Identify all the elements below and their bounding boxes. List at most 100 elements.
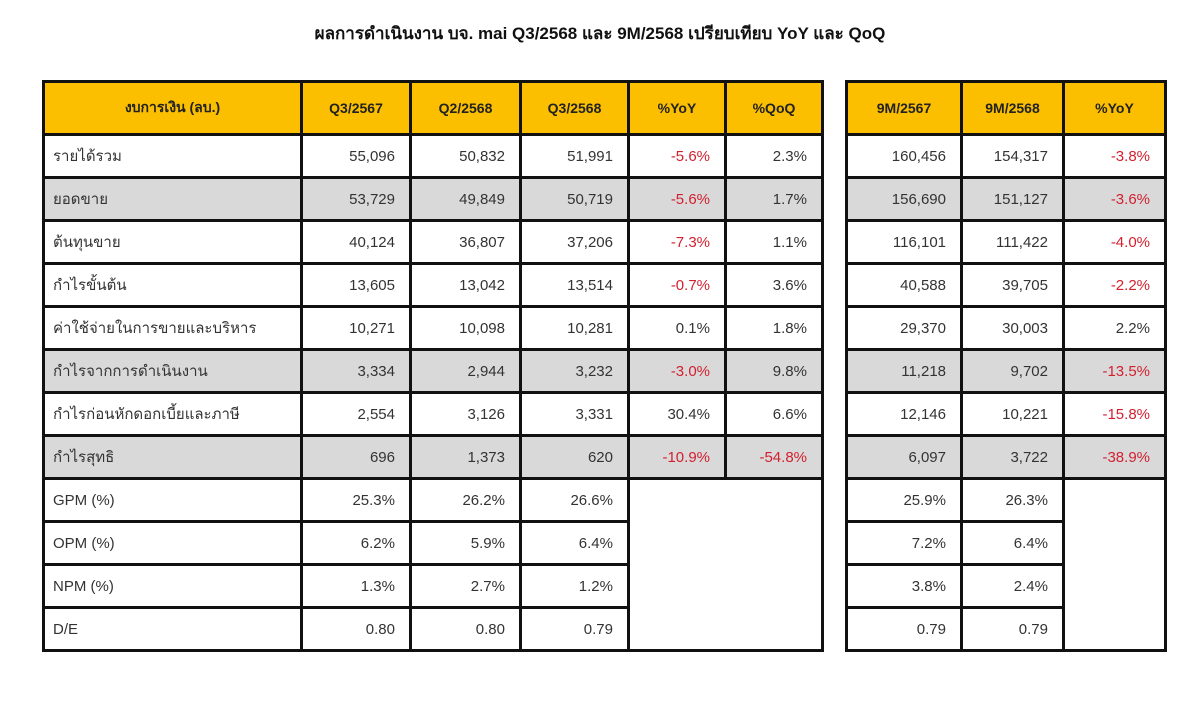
row-label: รายได้รวม xyxy=(42,133,303,179)
table-cell: 3,334 xyxy=(300,348,412,394)
column-header: %QoQ xyxy=(724,80,824,136)
table-cell: -5.6% xyxy=(627,133,727,179)
table-cell: 6.4% xyxy=(519,520,630,566)
table-cell: 25.9% xyxy=(845,477,963,523)
table-cell: 3,331 xyxy=(519,391,630,437)
row-label: ยอดขาย xyxy=(42,176,303,222)
table-cell: 0.80 xyxy=(409,606,522,652)
table-row: กำไรจากการดำเนินงาน 3,334 2,944 3,232 -3.0% 9… xyxy=(42,348,824,394)
row-label: OPM (%) xyxy=(42,520,303,566)
table-cell: 0.1% xyxy=(627,305,727,351)
table-cell: 51,991 xyxy=(519,133,630,179)
table-cell: 2.7% xyxy=(409,563,522,609)
table-cell: 49,849 xyxy=(409,176,522,222)
table-cell: 40,124 xyxy=(300,219,412,265)
column-header: %YoY xyxy=(1062,80,1167,136)
row-label: D/E xyxy=(42,606,303,652)
table-cell: 0.79 xyxy=(845,606,963,652)
table-row: D/E 0.80 0.80 0.79 xyxy=(42,606,823,652)
table-cell: 156,690 xyxy=(845,176,963,222)
table-cell: 7.2% xyxy=(845,520,963,566)
table-cell: 13,042 xyxy=(409,262,522,308)
table-cell: 37,206 xyxy=(519,219,630,265)
table-cell: 36,807 xyxy=(409,219,522,265)
column-header: งบการเงิน (ลบ.) xyxy=(42,80,303,136)
row-label: GPM (%) xyxy=(42,477,303,523)
table-cell: 154,317 xyxy=(960,133,1065,179)
column-header: Q3/2568 xyxy=(519,80,630,136)
table-cell: 39,705 xyxy=(960,262,1065,308)
table-cell: 160,456 xyxy=(845,133,963,179)
table-cell: 1,373 xyxy=(409,434,522,480)
table-cell: -15.8% xyxy=(1062,391,1167,437)
table-row: 12,146 10,221 -15.8% xyxy=(845,391,1167,437)
table-cell: 111,422 xyxy=(960,219,1065,265)
column-header: Q3/2567 xyxy=(300,80,412,136)
row-label: กำไรสุทธิ xyxy=(42,434,303,480)
row-label: ค่าใช้จ่ายในการขายและบริหาร xyxy=(42,305,303,351)
table-row: 11,218 9,702 -13.5% xyxy=(845,348,1167,394)
table-row: 156,690 151,127 -3.6% xyxy=(845,176,1167,222)
table-row: 40,588 39,705 -2.2% xyxy=(845,262,1167,308)
table-cell: 3,232 xyxy=(519,348,630,394)
table-cell: -38.9% xyxy=(1062,434,1167,480)
table-cell: 151,127 xyxy=(960,176,1065,222)
table-cell: 6.6% xyxy=(724,391,824,437)
table-row: ยอดขาย 53,729 49,849 50,719 -5.6% 1.7% xyxy=(42,176,824,222)
table-cell: 12,146 xyxy=(845,391,963,437)
table-cell: -13.5% xyxy=(1062,348,1167,394)
table-cell: 3,126 xyxy=(409,391,522,437)
column-header: 9M/2568 xyxy=(960,80,1065,136)
table-row: 7.2% 6.4% xyxy=(845,520,1166,566)
table-cell: -4.0% xyxy=(1062,219,1167,265)
table-cell: 13,605 xyxy=(300,262,412,308)
page-title: ผลการดำเนินงาน บจ. mai Q3/2568 และ 9M/25… xyxy=(314,24,886,43)
quarterly-table: งบการเงิน (ลบ.) Q3/2567 Q2/2568 Q3/2568 %YoY… xyxy=(42,80,824,652)
table-cell: 40,588 xyxy=(845,262,963,308)
table-header-row: งบการเงิน (ลบ.) Q3/2567 Q2/2568 Q3/2568 %YoY… xyxy=(42,80,824,136)
table-row: รายได้รวม 55,096 50,832 51,991 -5.6% 2.3% xyxy=(42,133,824,179)
table-cell: 53,729 xyxy=(300,176,412,222)
row-label: NPM (%) xyxy=(42,563,303,609)
table-cell: 620 xyxy=(519,434,630,480)
table-cell: -7.3% xyxy=(627,219,727,265)
table-cell: 10,221 xyxy=(960,391,1065,437)
table-cell: 50,832 xyxy=(409,133,522,179)
table-cell: 116,101 xyxy=(845,219,963,265)
table-cell: 0.79 xyxy=(519,606,630,652)
table-cell: -10.9% xyxy=(627,434,727,480)
row-label: กำไรขั้นต้น xyxy=(42,262,303,308)
table-cell: 1.1% xyxy=(724,219,824,265)
table-cell: 2.2% xyxy=(1062,305,1167,351)
table-cell: 2.3% xyxy=(724,133,824,179)
table-cell: -3.6% xyxy=(1062,176,1167,222)
table-cell: 29,370 xyxy=(845,305,963,351)
column-header: %YoY xyxy=(627,80,727,136)
table-cell: -2.2% xyxy=(1062,262,1167,308)
table-header-row: 9M/2567 9M/2568 %YoY xyxy=(845,80,1167,136)
table-cell: 2.4% xyxy=(960,563,1065,609)
table-cell: 50,719 xyxy=(519,176,630,222)
table-cell: -54.8% xyxy=(724,434,824,480)
table-cell: 1.3% xyxy=(300,563,412,609)
table-cell: 5.9% xyxy=(409,520,522,566)
table-row: 0.79 0.79 xyxy=(845,606,1166,652)
table-row: ต้นทุนขาย 40,124 36,807 37,206 -7.3% 1.1% xyxy=(42,219,824,265)
row-label: ต้นทุนขาย xyxy=(42,219,303,265)
nine-month-table: 9M/2567 9M/2568 %YoY 160,456 154,317 -3.8% 15… xyxy=(845,80,1167,652)
table-cell: 1.7% xyxy=(724,176,824,222)
table-row: NPM (%) 1.3% 2.7% 1.2% xyxy=(42,563,823,609)
table-row: 6,097 3,722 -38.9% xyxy=(845,434,1167,480)
table-cell: 26.3% xyxy=(960,477,1065,523)
table-cell: 10,098 xyxy=(409,305,522,351)
table-cell: -3.0% xyxy=(627,348,727,394)
table-row: กำไรสุทธิ 696 1,373 620 -10.9% -54.8% xyxy=(42,434,824,480)
table-cell: 10,271 xyxy=(300,305,412,351)
table-cell: 25.3% xyxy=(300,477,412,523)
table-cell: 55,096 xyxy=(300,133,412,179)
table-cell: 13,514 xyxy=(519,262,630,308)
table-cell: 30,003 xyxy=(960,305,1065,351)
table-row: ค่าใช้จ่ายในการขายและบริหาร 10,271 10,098 1… xyxy=(42,305,824,351)
column-header: Q2/2568 xyxy=(409,80,522,136)
row-label: กำไรจากการดำเนินงาน xyxy=(42,348,303,394)
